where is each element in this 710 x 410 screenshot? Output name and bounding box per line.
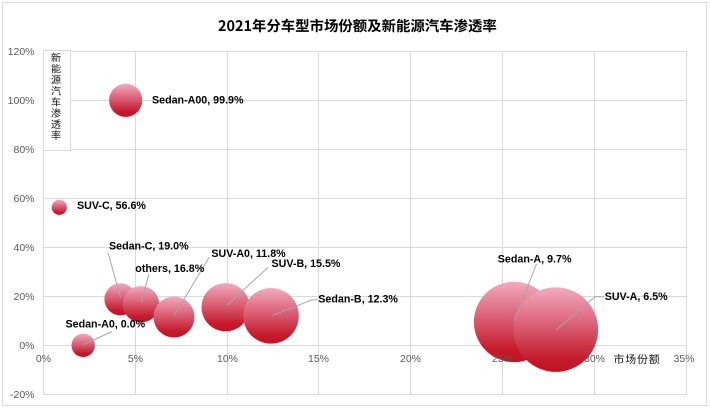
svg-text:30%: 30% [584,353,605,365]
svg-text:SUV-B, 15.5%: SUV-B, 15.5% [272,258,341,270]
svg-text:15%: 15% [308,353,329,365]
svg-text:0%: 0% [19,340,34,352]
svg-text:SUV-A0, 11.8%: SUV-A0, 11.8% [211,248,286,260]
svg-text:20%: 20% [400,353,421,365]
svg-text:25%: 25% [492,353,513,365]
svg-text:0%: 0% [36,353,51,365]
svg-text:5%: 5% [128,353,143,365]
svg-text:others, 16.8%: others, 16.8% [135,263,204,275]
svg-text:Sedan-B, 12.3%: Sedan-B, 12.3% [318,293,398,305]
svg-text:120%: 120% [8,46,35,58]
svg-text:100%: 100% [8,95,35,107]
svg-text:SUV-A, 6.5%: SUV-A, 6.5% [605,291,668,303]
svg-text:10%: 10% [217,353,238,365]
svg-text:80%: 80% [13,144,34,156]
svg-text:Sedan-A00, 99.9%: Sedan-A00, 99.9% [152,94,244,106]
svg-text:Sedan-A, 9.7%: Sedan-A, 9.7% [498,253,572,265]
svg-text:40%: 40% [13,242,34,254]
svg-text:20%: 20% [13,291,34,303]
svg-text:Sedan-A0, 0.0%: Sedan-A0, 0.0% [66,319,146,331]
svg-text:SUV-C, 56.6%: SUV-C, 56.6% [77,200,146,212]
svg-text:35%: 35% [673,353,694,365]
svg-text:60%: 60% [13,193,34,205]
svg-text:Sedan-C, 19.0%: Sedan-C, 19.0% [109,240,189,252]
svg-text:-20%: -20% [10,389,35,401]
